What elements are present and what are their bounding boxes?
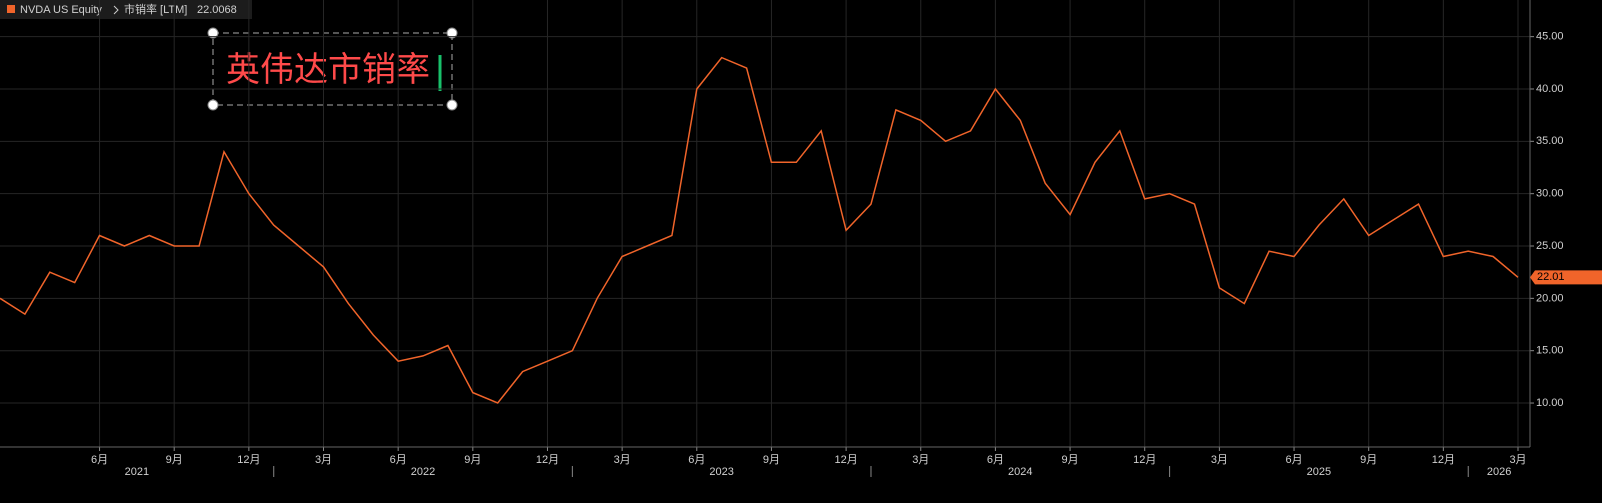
x-tick-label: 9月 (464, 454, 481, 466)
x-tick-label: 12月 (1133, 454, 1156, 466)
x-tick-label: 12月 (1432, 454, 1455, 466)
year-label: 2025 (1307, 466, 1331, 478)
x-tick-label: 12月 (536, 454, 559, 466)
year-label: 2024 (1008, 466, 1032, 478)
x-tick-label: 6月 (688, 454, 705, 466)
x-tick-label: 12月 (834, 454, 857, 466)
x-tick-label: 3月 (315, 454, 332, 466)
year-label: 2021 (125, 466, 149, 478)
annotation: 英伟达市销率 (226, 51, 430, 89)
y-tick-label: 20.00 (1536, 292, 1564, 304)
x-tick-label: 3月 (912, 454, 929, 466)
x-tick-label: 9月 (1062, 454, 1079, 466)
chevron (113, 5, 119, 15)
header-box (0, 0, 252, 19)
handles (207, 27, 458, 111)
subtitle: 市销率 [LTM] (124, 2, 187, 16)
y-tick-label: 30.00 (1536, 188, 1564, 200)
x-tick-label: 9月 (166, 454, 183, 466)
y-tick-label: 25.00 (1536, 240, 1564, 252)
x-tick-label: 3月 (614, 454, 631, 466)
x-tick-label: 3月 (1509, 454, 1526, 466)
y-tick-label: 15.00 (1536, 345, 1564, 357)
header-value: 22.0068 (197, 4, 237, 16)
x-tick-label: 6月 (987, 454, 1004, 466)
x-tick-label: 9月 (763, 454, 780, 466)
legend-swatch (7, 5, 15, 13)
last-value-label: 22.01 (1537, 271, 1565, 283)
series-line (0, 56, 1519, 404)
y-tick-label: 45.00 (1536, 31, 1564, 43)
x-tick-label: 6月 (1285, 454, 1302, 466)
y-tick-label: 10.00 (1536, 397, 1564, 409)
year-label: 2026 (1487, 466, 1511, 478)
y-tick-label: 40.00 (1536, 83, 1564, 95)
year-label: 2023 (709, 466, 733, 478)
series-name: NVDA US Equity (20, 4, 102, 16)
y-tick-label: 35.00 (1536, 135, 1564, 147)
x-tick-label: 3月 (1211, 454, 1228, 466)
annotation-box (212, 32, 453, 106)
x-tick-label: 6月 (91, 454, 108, 466)
x-tick-label: 6月 (390, 454, 407, 466)
x-tick-label: 9月 (1360, 454, 1377, 466)
x-tick-label: 12月 (237, 454, 260, 466)
last-value-tag (1530, 270, 1602, 285)
year-label: 2022 (411, 466, 435, 478)
